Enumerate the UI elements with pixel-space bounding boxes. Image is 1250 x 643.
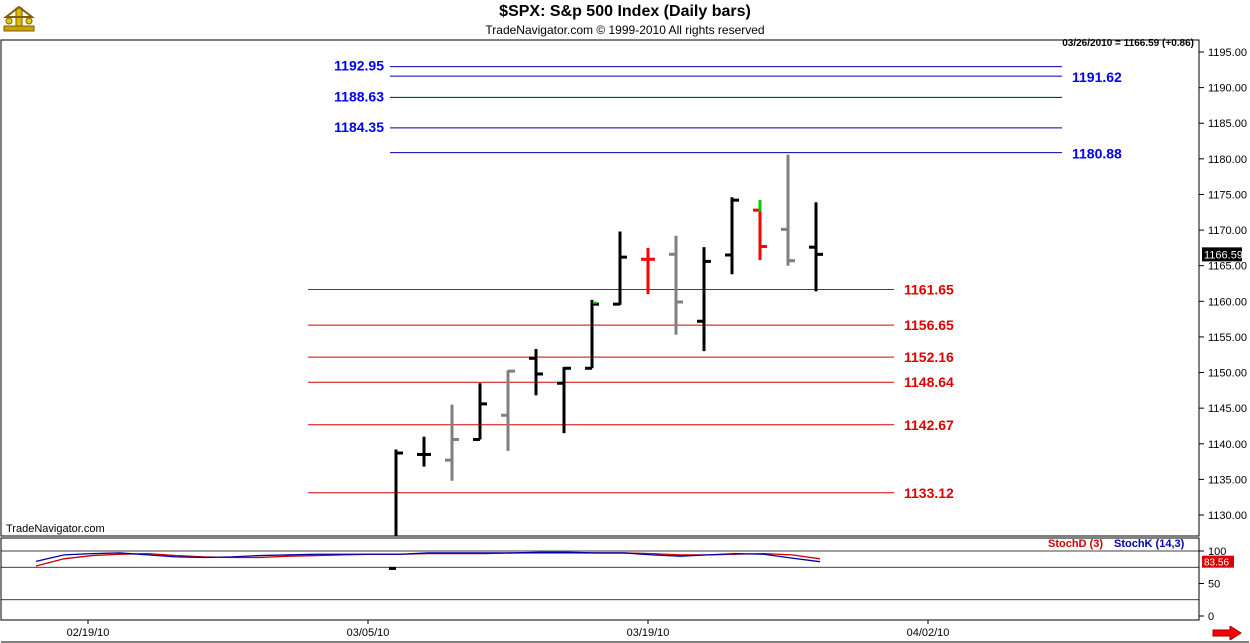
y-tick-label: 1185.00 [1208,118,1247,130]
support-label: 1148.64 [904,374,954,390]
brand-watermark: TradeNavigator.com [6,523,105,535]
resistance-label: 1188.63 [334,88,384,104]
last-price-box [1202,247,1242,262]
trade-navigator-logo-icon[interactable] [3,3,35,33]
ohlc-bar [613,231,627,306]
ohlc-bar [389,449,403,570]
y-tick-label: 1145.00 [1208,403,1247,415]
ohlc-bar [725,197,739,275]
support-label: 1133.12 [904,485,954,501]
support-label: 1161.65 [904,282,954,298]
ohlc-bar [557,366,571,434]
ohlc-bar [501,369,515,451]
ohlc-bar [697,247,711,352]
resistance-label: 1192.95 [334,58,384,74]
ohlc-bar [809,202,823,292]
resistance-label: 1184.35 [334,119,384,135]
ohlc-bar [641,247,655,295]
ohlc-bar [529,349,543,396]
resistance-label: 1191.62 [1072,69,1122,85]
support-label: 1142.67 [904,417,954,433]
stoch-last-label: 83.56 [1204,558,1229,569]
y-tick-label: 1135.00 [1208,474,1247,486]
stoch-y-tick-label: 100 [1208,546,1226,558]
last-price-label: 1166.59 [1204,249,1243,261]
stoch-panel-frame [0,537,1200,621]
y-tick-label: 1140.00 [1208,439,1247,451]
legend-stochk: StochK (14,3) [1114,538,1185,550]
y-tick-label: 1155.00 [1208,332,1247,344]
y-tick-label: 1190.00 [1208,83,1247,95]
ohlc-bar [781,154,795,266]
y-tick-label: 1175.00 [1208,189,1247,201]
price-panel-frame [0,39,1200,537]
x-tick-label: 03/19/10 [627,627,670,639]
y-tick-label: 1150.00 [1208,368,1247,380]
resistance-label: 1180.88 [1072,146,1122,162]
y-tick-label: 1160.00 [1208,296,1247,308]
x-tick-label: 02/19/10 [67,627,110,639]
ohlc-bar [417,436,431,467]
stoch-last-box [1202,555,1234,568]
y-tick-label: 1165.00 [1208,261,1247,273]
y-tick-label: 1130.00 [1208,510,1247,522]
ohlc-bar [669,235,683,335]
ohlc-bar [445,404,459,481]
stoch-y-tick-label: 0 [1208,611,1214,623]
stoch-y-tick-label: 50 [1208,579,1220,591]
x-tick-label: 03/05/10 [347,627,390,639]
support-label: 1156.65 [904,317,954,333]
stochk-line [35,551,821,563]
legend-stochd: StochD (3) [1048,538,1103,550]
copyright-text: TradeNavigator.com © 1999-2010 All right… [485,23,765,37]
y-tick-label: 1180.00 [1208,154,1247,166]
support-label: 1152.16 [904,349,954,365]
price-readout: 03/26/2010 = 1166.59 (+0.86) [1062,38,1194,49]
x-tick-label: 04/02/10 [907,627,950,639]
y-tick-label: 1195.00 [1208,47,1247,59]
chart-title: $SPX: S&p 500 Index (Daily bars) [499,3,751,20]
scroll-right-arrow-icon[interactable] [1212,626,1242,640]
ohlc-bar [585,299,599,370]
ohlc-bar [473,383,487,441]
y-tick-label: 1170.00 [1208,225,1247,237]
